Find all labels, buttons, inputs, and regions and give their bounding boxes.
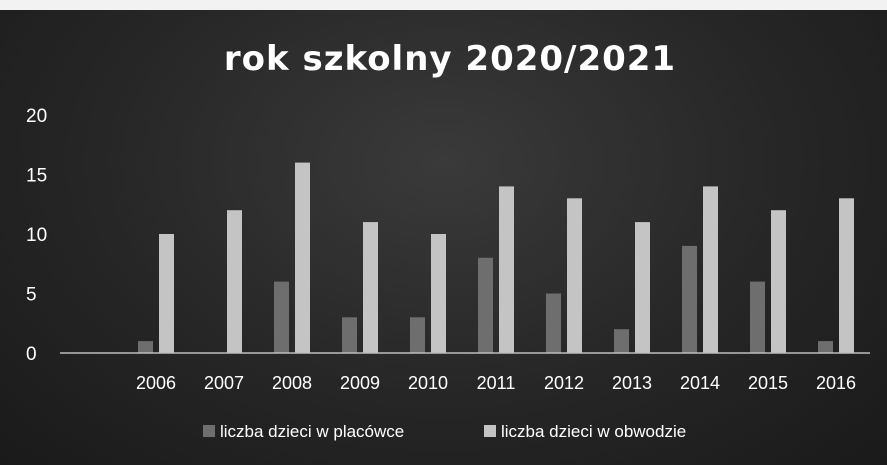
legend: liczba dzieci w placówce liczba dzieci w… [203,422,686,441]
bar-obwod-2016 [839,198,854,353]
bar-obwod-2009 [363,222,378,353]
bar-obwod-2013 [635,222,650,353]
legend-swatch-placowka [203,425,215,437]
bar-obwod-2014 [703,186,718,353]
top-border [0,0,887,10]
bar-obwod-2011 [499,186,514,353]
y-axis: 0 5 10 15 20 [26,106,47,365]
x-axis: 2006 2007 2008 2009 2010 2011 2012 2013 2014 2015… [136,373,856,393]
bar-placowka-2010 [410,317,425,353]
bar-placowka-2016 [818,341,833,353]
x-tick-label: 2016 [816,373,856,393]
bar-obwod-2008 [295,162,310,353]
x-tick-label: 2008 [272,373,312,393]
y-tick-label: 10 [26,225,47,246]
x-tick-label: 2007 [204,373,244,393]
y-tick-label: 20 [26,106,47,127]
bar-placowka-2015 [750,281,765,353]
bar-obwod-2015 [771,210,786,353]
bar-obwod-2012 [567,198,582,353]
x-tick-label: 2009 [340,373,380,393]
x-tick-label: 2013 [612,373,652,393]
bar-obwod-2006 [159,234,174,353]
y-tick-label: 0 [26,344,37,365]
bar-placowka-2009 [342,317,357,353]
x-tick-label: 2006 [136,373,176,393]
bar-obwod-2010 [431,234,446,353]
x-tick-label: 2011 [477,373,516,393]
x-tick-label: 2015 [748,373,788,393]
x-tick-label: 2014 [680,373,720,393]
legend-label-obwod: liczba dzieci w obwodzie [501,422,686,441]
x-tick-label: 2010 [408,373,448,393]
x-tick-label: 2012 [544,373,584,393]
bar-placowka-2008 [274,281,289,353]
bar-placowka-2014 [682,245,697,353]
y-tick-label: 5 [26,285,37,306]
bar-placowka-2012 [546,293,561,353]
bar-placowka-2013 [614,329,629,353]
bars [138,162,854,353]
legend-swatch-obwod [484,425,496,437]
bar-placowka-2011 [478,257,493,353]
chart-title: rok szkolny 2020/2021 [224,39,676,79]
bar-placowka-2006 [138,341,153,353]
legend-label-placowka: liczba dzieci w placówce [220,422,404,441]
y-tick-label: 15 [26,166,47,187]
bar-obwod-2007 [227,210,242,353]
